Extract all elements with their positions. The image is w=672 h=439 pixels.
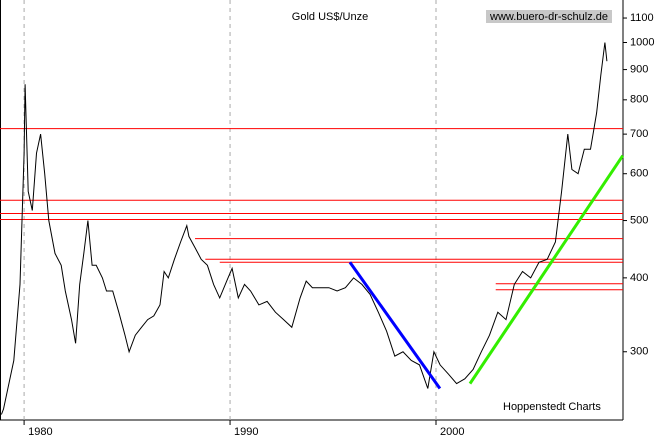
- y-tick-label: 300: [630, 346, 648, 358]
- price-line: [0, 42, 608, 415]
- y-tick-label: 700: [630, 128, 648, 140]
- source-box: [486, 10, 612, 23]
- y-tick-label: 400: [630, 272, 648, 284]
- x-tick-label: 1990: [234, 426, 258, 438]
- x-tick-label: 1980: [28, 426, 52, 438]
- y-tick-label: 500: [630, 214, 648, 226]
- chart-title: Gold US$/Unze: [292, 11, 368, 23]
- y-tick-label: 900: [630, 63, 648, 75]
- y-tick-label: 1000: [630, 36, 654, 48]
- credit-label: Hoppenstedt Charts: [503, 401, 601, 413]
- x-tick-label: 2000: [440, 426, 464, 438]
- source-label: www.buero-dr-schulz.de: [489, 11, 608, 23]
- trend-line: [468, 154, 625, 385]
- y-tick-label: 600: [630, 168, 648, 180]
- y-tick-label: 1100: [630, 12, 654, 24]
- y-tick-label: 800: [630, 94, 648, 106]
- trend-line: [348, 261, 442, 390]
